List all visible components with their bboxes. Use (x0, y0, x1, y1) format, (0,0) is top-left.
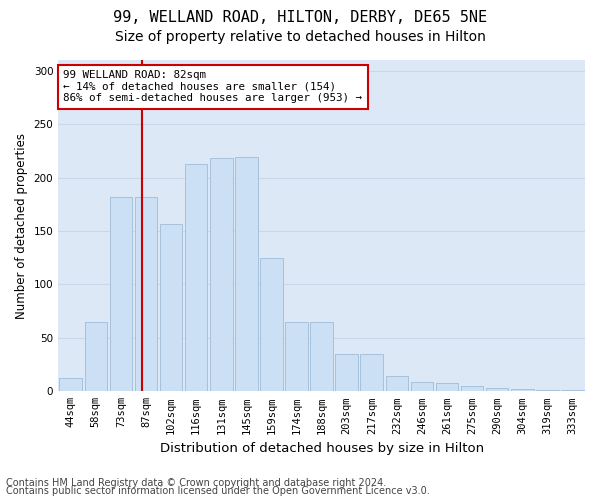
Bar (310, 322, 333, 392)
Bar (110, 197, 132, 392)
Bar (85, 322, 107, 392)
Bar (160, 224, 182, 392)
Text: Size of property relative to detached houses in Hilton: Size of property relative to detached ho… (115, 30, 485, 44)
Bar (461, 386, 484, 392)
Bar (260, 258, 283, 392)
Bar (335, 354, 358, 392)
Y-axis label: Number of detached properties: Number of detached properties (15, 132, 28, 318)
Bar (436, 383, 458, 392)
X-axis label: Distribution of detached houses by size in Hilton: Distribution of detached houses by size … (160, 442, 484, 455)
Bar (185, 164, 208, 392)
Text: Contains public sector information licensed under the Open Government Licence v3: Contains public sector information licen… (6, 486, 430, 496)
Bar (285, 322, 308, 392)
Bar (486, 388, 508, 392)
Text: 99, WELLAND ROAD, HILTON, DERBY, DE65 5NE: 99, WELLAND ROAD, HILTON, DERBY, DE65 5N… (113, 10, 487, 25)
Bar (386, 376, 408, 392)
Bar (536, 390, 559, 392)
Bar (134, 197, 157, 392)
Bar (59, 378, 82, 392)
Bar (561, 390, 584, 392)
Bar (410, 382, 433, 392)
Bar (511, 389, 533, 392)
Text: 99 WELLAND ROAD: 82sqm
← 14% of detached houses are smaller (154)
86% of semi-de: 99 WELLAND ROAD: 82sqm ← 14% of detached… (64, 70, 362, 103)
Bar (210, 158, 233, 392)
Bar (235, 158, 257, 392)
Bar (361, 354, 383, 392)
Text: Contains HM Land Registry data © Crown copyright and database right 2024.: Contains HM Land Registry data © Crown c… (6, 478, 386, 488)
